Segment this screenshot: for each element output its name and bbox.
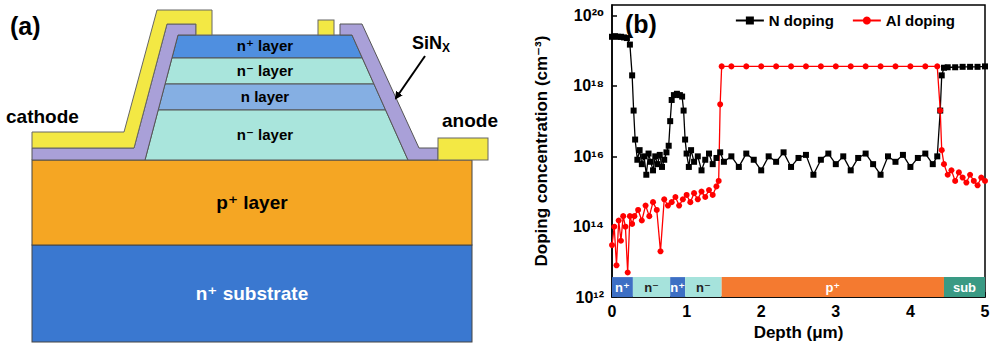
svg-text:1: 1 — [682, 303, 691, 320]
svg-text:n⁻ layer: n⁻ layer — [237, 62, 293, 79]
svg-text:10¹²: 10¹² — [576, 289, 604, 306]
svg-text:N doping: N doping — [769, 12, 834, 29]
svg-text:0: 0 — [608, 303, 617, 320]
svg-text:sub: sub — [953, 280, 976, 295]
svg-text:4: 4 — [906, 303, 915, 320]
svg-text:Depth (μm): Depth (μm) — [754, 323, 844, 342]
svg-text:p⁺: p⁺ — [825, 280, 840, 295]
svg-text:n⁺ substrate: n⁺ substrate — [196, 283, 308, 304]
svg-text:n⁻ layer: n⁻ layer — [237, 126, 293, 143]
svg-text:10¹⁸: 10¹⁸ — [573, 77, 604, 94]
svg-text:anode: anode — [442, 110, 498, 131]
svg-text:2: 2 — [757, 303, 766, 320]
svg-text:10¹⁴: 10¹⁴ — [573, 218, 604, 235]
svg-text:n⁺: n⁺ — [670, 280, 685, 295]
svg-text:n layer: n layer — [241, 88, 290, 105]
svg-text:cathode: cathode — [6, 106, 79, 127]
svg-text:SiNX: SiNX — [412, 33, 450, 55]
svg-text:Al doping: Al doping — [886, 12, 955, 29]
svg-text:n⁺: n⁺ — [615, 280, 630, 295]
svg-text:n⁻: n⁻ — [696, 280, 711, 295]
svg-text:5: 5 — [981, 303, 990, 320]
svg-text:n⁻: n⁻ — [644, 280, 659, 295]
svg-text:p⁺ layer: p⁺ layer — [216, 192, 288, 213]
svg-text:(b): (b) — [625, 10, 657, 38]
svg-text:(a): (a) — [10, 12, 41, 40]
svg-text:n⁺ layer: n⁺ layer — [237, 37, 293, 54]
svg-text:Doping concentration (cm⁻³): Doping concentration (cm⁻³) — [532, 36, 551, 267]
svg-text:3: 3 — [831, 303, 840, 320]
svg-text:10¹⁶: 10¹⁶ — [574, 148, 605, 165]
svg-text:10²⁰: 10²⁰ — [574, 7, 604, 24]
